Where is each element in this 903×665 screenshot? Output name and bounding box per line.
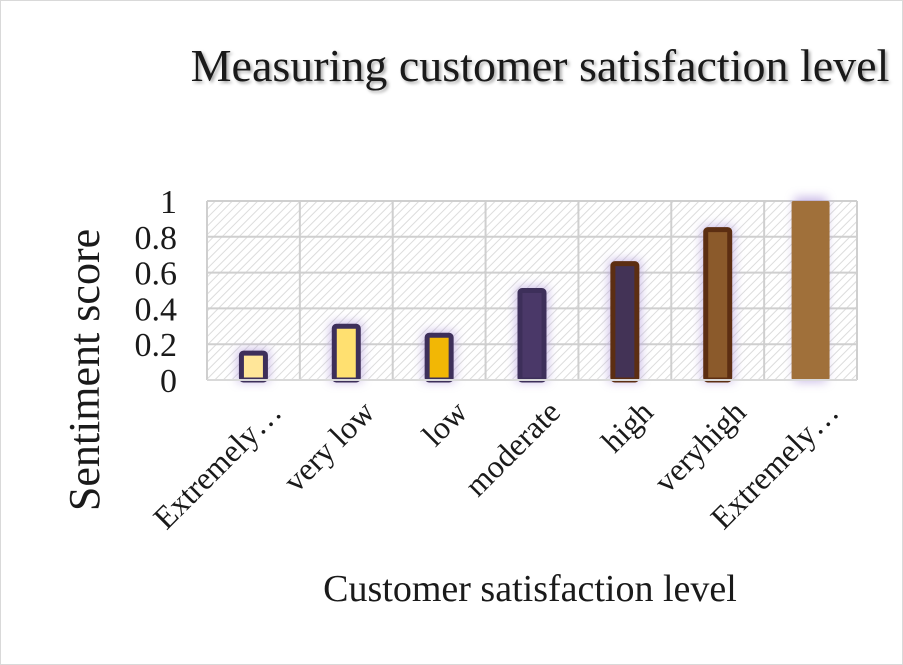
x-axis-label: Customer satisfaction level [323,568,737,610]
bar [331,323,361,383]
x-tick-label: low [415,393,474,452]
bar [424,332,454,383]
y-tick-label: 0.4 [135,291,178,328]
bar [610,261,640,383]
y-tick-label: 0.8 [135,220,178,257]
y-tick-label: 0.6 [135,256,178,293]
y-tick-label: 0 [160,363,177,400]
x-tick-label: moderate [457,393,567,503]
bar [238,350,268,383]
x-tick-label: Extremely… [146,393,288,535]
y-tick-label: 1 [160,184,177,221]
bar [517,288,547,383]
bar [703,227,733,383]
bar [791,201,830,380]
chart-title: Measuring customer satisfaction level [190,40,890,91]
x-tick-label: high [594,393,660,459]
x-tick-label: very low [276,393,381,498]
y-tick-label: 0.2 [135,327,178,364]
